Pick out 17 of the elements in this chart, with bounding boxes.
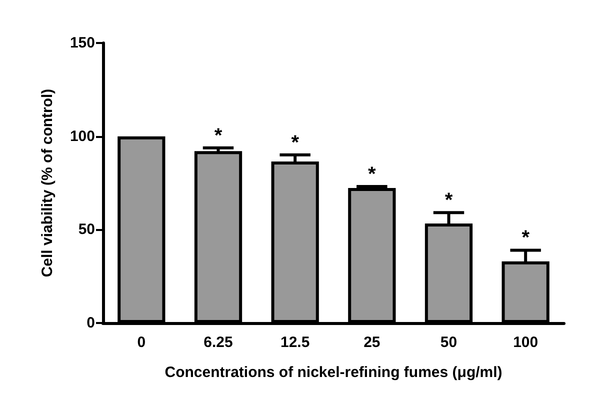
y-tick-label: 0: [86, 314, 95, 332]
x-tick-label: 100: [513, 334, 538, 351]
x-tick-label: 50: [440, 334, 458, 351]
annotation: *: [214, 124, 222, 147]
annotation: *: [291, 132, 300, 154]
x-axis-title: Concentrations of nickel-refining fumes (μg/ml): [164, 364, 502, 381]
y-tick-label: 150: [70, 34, 95, 52]
x-tick-label: 0: [137, 334, 146, 351]
annotation: *: [368, 164, 376, 186]
x-tick-label: 6.25: [204, 334, 233, 351]
y-axis-title: Cell viability (% of control): [39, 88, 56, 278]
x-tick-label: 25: [364, 334, 380, 351]
x-tick-label: 12.5: [280, 334, 310, 351]
annotation: *: [444, 190, 453, 212]
annotation: *: [522, 227, 530, 250]
y-tick-label: 100: [70, 128, 95, 145]
y-tick-label: 50: [78, 221, 95, 238]
